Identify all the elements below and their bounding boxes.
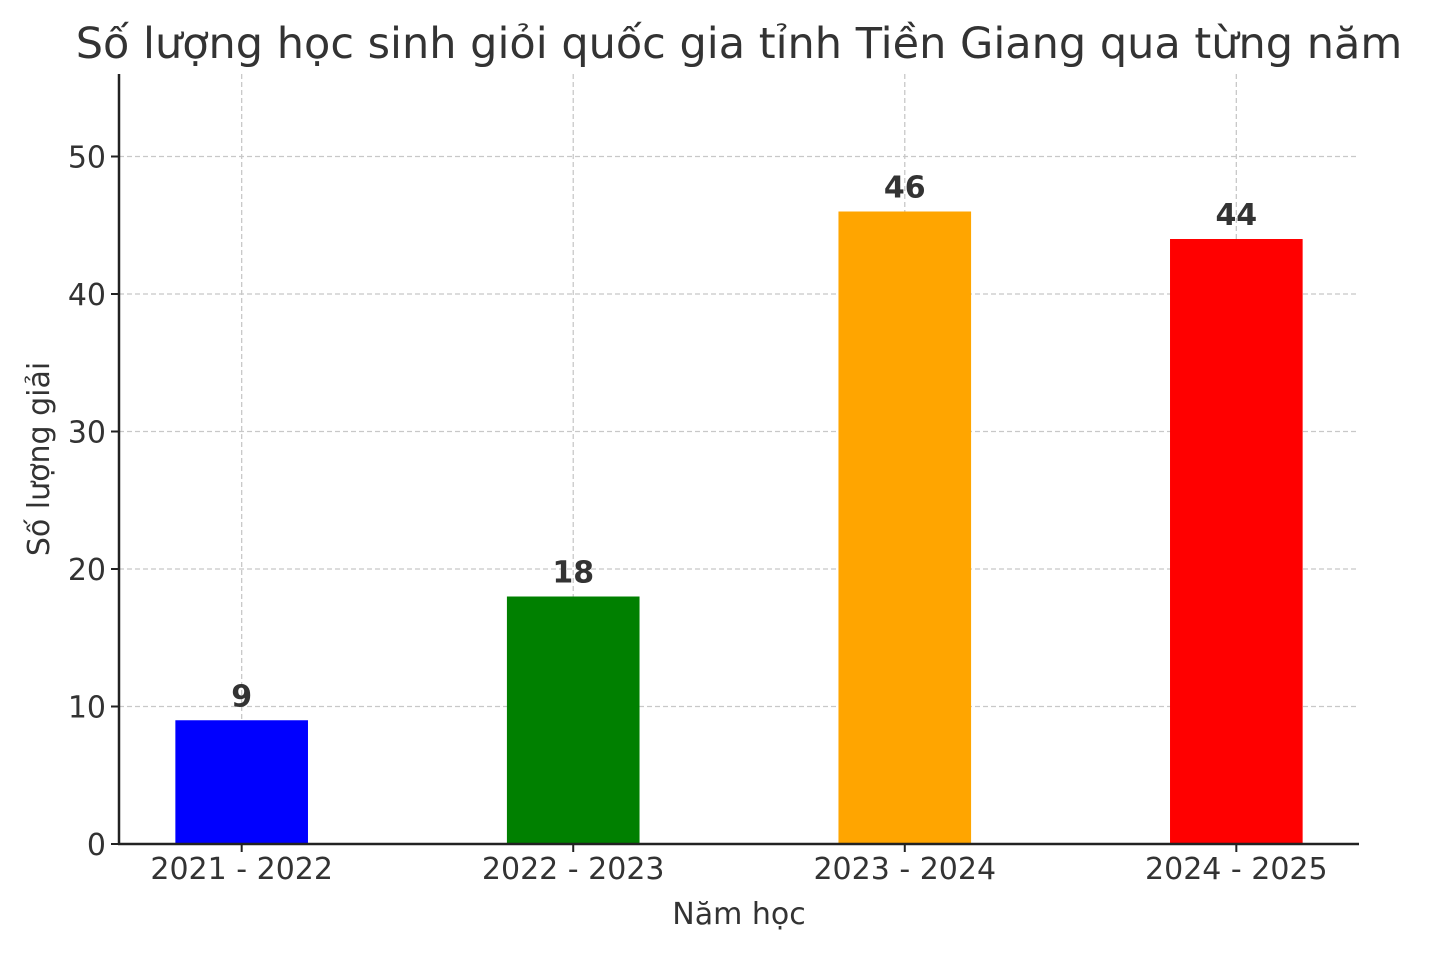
y-tick-label: 40 xyxy=(68,278,106,313)
x-axis-label: Năm học xyxy=(672,897,805,932)
x-tick-label: 2021 - 2022 xyxy=(150,852,333,887)
bar xyxy=(506,596,640,844)
data-label: 18 xyxy=(552,556,594,591)
y-axis-label: Số lượng giải xyxy=(22,362,57,556)
data-label: 9 xyxy=(231,679,252,714)
y-tick-label: 0 xyxy=(87,828,106,863)
x-tick-label: 2024 - 2025 xyxy=(1145,852,1328,887)
chart-title: Số lượng học sinh giỏi quốc gia tỉnh Tiề… xyxy=(76,19,1402,69)
y-tick-label: 10 xyxy=(68,691,106,726)
y-tick-label: 30 xyxy=(68,416,106,451)
y-tick-label: 50 xyxy=(68,141,106,176)
data-labels: 9 18 46 44 xyxy=(231,171,1257,715)
bar xyxy=(1170,239,1303,844)
ticks: 0 10 20 30 40 50 2021 - 2022 2022 - 2023 2023 - … xyxy=(68,141,1328,888)
grid xyxy=(119,74,1359,845)
y-tick-label: 20 xyxy=(68,553,106,588)
data-label: 44 xyxy=(1215,198,1257,233)
bar xyxy=(838,211,972,844)
bars xyxy=(175,211,1303,844)
x-tick-label: 2022 - 2023 xyxy=(482,852,665,887)
x-tick-label: 2023 - 2024 xyxy=(813,852,996,887)
data-label: 46 xyxy=(884,171,926,206)
bar xyxy=(175,720,308,844)
